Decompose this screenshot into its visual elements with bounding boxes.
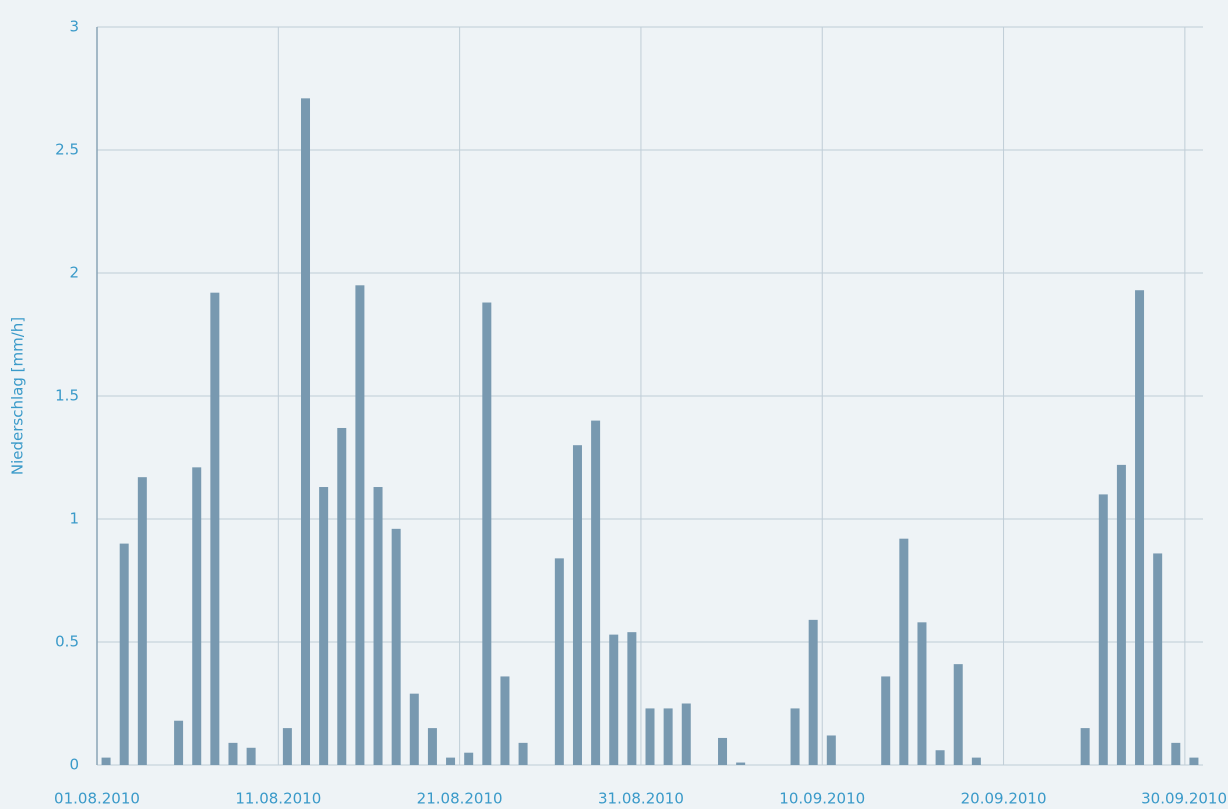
bar <box>718 737 728 765</box>
bar <box>482 302 492 765</box>
bar <box>373 487 383 765</box>
bar <box>1116 464 1126 765</box>
bar <box>681 703 691 765</box>
bar <box>736 762 746 765</box>
bar <box>971 757 981 765</box>
bar <box>427 728 437 765</box>
bar <box>1135 290 1145 765</box>
bar <box>337 427 347 765</box>
bar <box>192 467 202 765</box>
x-tick-label: 31.08.2010 <box>598 790 684 808</box>
x-tick-label: 01.08.2010 <box>54 790 140 808</box>
bar <box>663 708 673 765</box>
bar <box>645 708 655 765</box>
bar <box>446 757 456 765</box>
bar <box>228 742 238 765</box>
bar <box>101 757 111 765</box>
y-tick-label: 3 <box>69 18 79 36</box>
bar <box>554 558 564 765</box>
y-tick-label: 1.5 <box>55 387 79 405</box>
bar <box>301 98 311 766</box>
bar <box>808 619 818 765</box>
y-axis-label: Niederschlag [mm/h] <box>9 317 27 475</box>
bar <box>464 752 474 765</box>
y-tick-label: 0.5 <box>55 633 79 651</box>
bar <box>1098 494 1108 765</box>
bar <box>409 693 419 765</box>
bar <box>355 285 365 765</box>
bar <box>391 528 401 765</box>
bar <box>119 543 129 765</box>
bar <box>319 487 329 765</box>
bar <box>826 735 836 765</box>
bar <box>935 750 945 765</box>
x-tick-label: 10.09.2010 <box>779 790 865 808</box>
bar <box>246 747 256 765</box>
bar <box>518 742 528 765</box>
bar <box>1080 728 1090 765</box>
bar <box>917 622 927 765</box>
bar <box>881 676 891 765</box>
bar <box>790 708 800 765</box>
bar <box>572 445 582 765</box>
y-tick-label: 1 <box>69 510 79 528</box>
y-tick-label: 0 <box>69 756 79 774</box>
bar <box>591 420 601 765</box>
y-tick-label: 2.5 <box>55 141 79 159</box>
bar <box>627 632 637 765</box>
bar <box>953 664 963 765</box>
x-tick-label: 30.09.2010 <box>1141 790 1227 808</box>
x-tick-label: 11.08.2010 <box>235 790 321 808</box>
bar <box>500 676 510 765</box>
bar <box>137 477 147 765</box>
bar <box>1171 742 1181 765</box>
bar <box>609 634 619 765</box>
bar <box>1153 553 1163 765</box>
x-tick-label: 21.08.2010 <box>417 790 503 808</box>
x-tick-label: 20.09.2010 <box>961 790 1047 808</box>
bar <box>174 720 184 765</box>
bar <box>899 538 909 765</box>
bar <box>1189 757 1199 765</box>
y-tick-label: 2 <box>69 264 79 282</box>
bar <box>210 292 220 765</box>
bar <box>282 728 292 765</box>
